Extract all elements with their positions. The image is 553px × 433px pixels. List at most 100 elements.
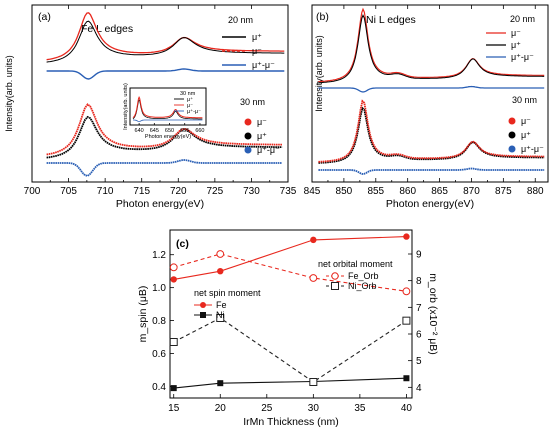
- x-tick-label: 705: [60, 186, 77, 197]
- group-label-30nm: 30 nm: [240, 97, 265, 107]
- y-left-label: m_spin (μB): [137, 286, 149, 343]
- y-axis-label: Intensity(arb. units): [4, 55, 14, 132]
- panel-label: (a): [38, 11, 51, 23]
- fe30-mu-plus-dots: [46, 115, 283, 159]
- x-tick-label: 850: [336, 186, 353, 197]
- ni30-mu-minus-dots: [318, 99, 545, 163]
- y-axis-label: Intensity(arb. units): [314, 35, 324, 112]
- group-label-30nm: 30 nm: [512, 95, 537, 105]
- inset-frame: [129, 87, 207, 126]
- inset-legend-title: 30 nm: [180, 91, 196, 97]
- y-left-tick-label: 0.6: [152, 349, 166, 360]
- x-tick-label: 20: [215, 403, 227, 414]
- inset-diff-line: [133, 119, 203, 122]
- inset-mu-minus-line: [132, 95, 203, 119]
- fe20-mu-plus-line: [46, 20, 285, 63]
- panel-a-frame: [31, 4, 289, 183]
- x-tick-label: 880: [527, 186, 544, 197]
- legend-bottom-label: μ⁺-μ⁻: [257, 145, 280, 155]
- y-left-tick-label: 1.0: [152, 283, 166, 294]
- legend-ni-label: Ni: [216, 310, 225, 320]
- x-tick-label: 730: [243, 186, 260, 197]
- legend-bottom-label: μ⁺: [521, 130, 531, 140]
- legend-bottom-marker: [244, 146, 252, 154]
- x-tick-label: 30: [308, 403, 320, 414]
- series-Ni_Orb-point: [402, 316, 411, 325]
- ni30-diff-dots: [318, 167, 545, 175]
- y-left-tick-label: 0.8: [152, 316, 166, 327]
- inset-x-label: Photon energy(eV): [145, 134, 191, 140]
- x-tick-label: 700: [24, 186, 41, 197]
- legend-niorb-marker: [331, 282, 339, 290]
- panel-a: 700 705 710 715 720 725 730 735 Photon energy(eV…: [4, 4, 297, 210]
- group-label-20nm: 20 nm: [510, 14, 535, 24]
- y-right-tick-label: 4: [416, 383, 422, 394]
- y-right-label: m_orb (x10⁻² μB): [427, 273, 439, 355]
- legend-fe-label: Fe: [216, 300, 227, 310]
- legend-top-label: μ⁺: [511, 40, 521, 50]
- x-tick-label: 870: [463, 186, 480, 197]
- legend-top-label: μ⁺-μ⁻: [511, 52, 534, 62]
- inset-x-tick-label: 655: [180, 128, 189, 134]
- series-Fe_Orb-point: [216, 250, 225, 258]
- panel-label: (b): [316, 11, 329, 23]
- legend-bottom-label: μ⁺-μ⁻: [521, 144, 544, 154]
- inset-x-tick-label: 645: [150, 128, 159, 134]
- x-axis-label: Photon energy(eV): [386, 198, 474, 210]
- series-Ni_Orb-point: [169, 338, 178, 346]
- series-Fe_Orb-point: [402, 287, 411, 296]
- legend-bottom-label: μ⁻: [257, 117, 267, 127]
- inset: 640 645 650 655 660 Photon energy(eV) Intensit…: [123, 83, 207, 140]
- x-axis-label: Photon energy(eV): [116, 198, 204, 210]
- ni20-diff-line: [318, 85, 545, 93]
- legend-feorb-label: Fe_Orb: [348, 271, 379, 281]
- panel-b: 845 850 855 860 865 870 875 880 Photon energy(eV…: [304, 4, 549, 210]
- legend-spin-title: net spin moment: [194, 288, 261, 298]
- inset-x-tick-label: 660: [195, 128, 204, 134]
- y-right-tick-label: 9: [416, 250, 422, 261]
- x-tick-label: 860: [399, 186, 416, 197]
- legend-bottom-marker: [508, 131, 516, 139]
- inset-mu-plus-line: [132, 99, 203, 120]
- x-tick-label: 845: [304, 186, 321, 197]
- inset-legend-label: μ⁺: [187, 96, 193, 103]
- series-Ni_Orb-point: [216, 314, 225, 322]
- legend-top-label: μ⁻: [252, 46, 262, 56]
- legend-orb-title: net orbital moment: [318, 259, 393, 269]
- x-tick-label: 875: [495, 186, 512, 197]
- x-tick-label: 25: [261, 403, 273, 414]
- series-Fe-line: [173, 236, 407, 280]
- series-Fe_Orb-line: [173, 253, 407, 292]
- series-Fe-point: [170, 276, 177, 283]
- inset-x-tick-label: 650: [165, 128, 174, 134]
- legend-ni-marker: [200, 312, 206, 318]
- inset-legend-label: μ⁺-μ⁻: [187, 108, 201, 115]
- series-Ni-line: [173, 377, 407, 389]
- legend-bottom-marker: [508, 145, 516, 153]
- series-Fe_Orb-point: [169, 263, 178, 272]
- y-right-tick-label: 8: [416, 276, 422, 287]
- y-right-tick-label: 6: [416, 330, 422, 341]
- legend-bottom-marker: [244, 132, 252, 140]
- series-Fe-point: [217, 267, 224, 275]
- x-tick-label: 735: [280, 186, 297, 197]
- panel-b-frame: [311, 4, 549, 183]
- x-tick-label: 865: [431, 186, 448, 197]
- ni30-mu-plus-dots: [318, 106, 545, 164]
- x-tick-label: 710: [97, 186, 114, 197]
- x-tick-label: 720: [170, 186, 187, 197]
- x-tick-label: 855: [367, 186, 384, 197]
- legend-bottom-label: μ⁺: [257, 131, 267, 141]
- series-Ni_Orb-line: [173, 317, 407, 383]
- inset-legend-label: μ⁻: [187, 103, 193, 109]
- series-Ni-point: [403, 375, 410, 382]
- panel-title: Ni L edges: [366, 14, 416, 26]
- series-Ni-point: [170, 385, 177, 392]
- legend-bottom-label: μ⁻: [521, 116, 531, 126]
- panel-c-frame: [169, 229, 413, 399]
- legend-top-label: μ⁺: [252, 32, 262, 42]
- series-Fe-point: [403, 233, 410, 240]
- series-Ni_Orb-point: [309, 378, 318, 386]
- series-Fe_Orb-point: [309, 274, 318, 282]
